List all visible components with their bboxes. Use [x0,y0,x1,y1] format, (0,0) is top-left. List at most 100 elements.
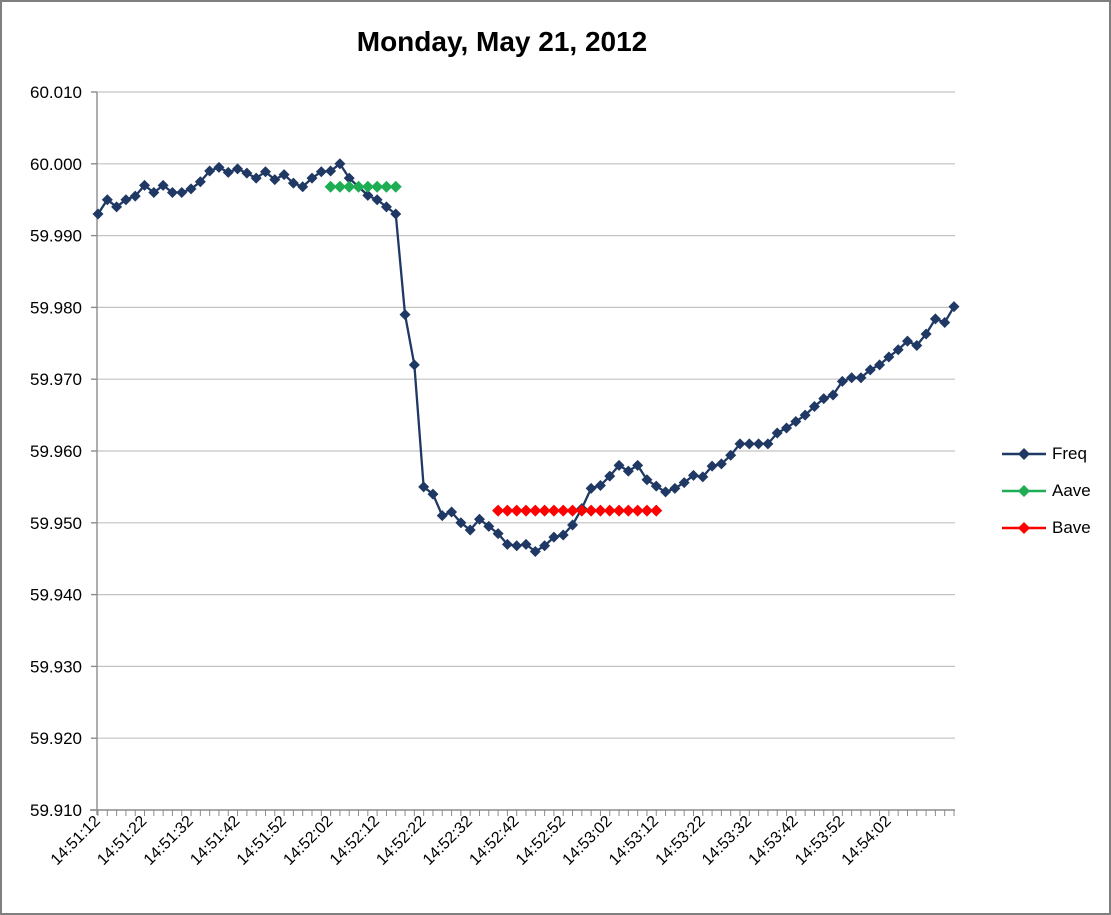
axes-group [90,91,955,816]
x-tick-label: 14:52:12 [327,813,383,869]
x-tick-label: 14:53:32 [699,813,755,869]
legend-label: Freq [1052,443,1087,463]
x-tick-labels: 14:51:1214:51:2214:51:3214:51:4214:51:52… [48,813,895,869]
y-tick-label: 60.010 [30,83,82,102]
data-point-diamond-icon [269,174,281,186]
x-tick-label: 14:52:52 [513,813,569,869]
legend-label: Bave [1052,517,1091,537]
data-point-diamond-icon [538,504,551,517]
data-point-diamond-icon [343,172,355,184]
data-point-diamond-icon [315,166,327,178]
data-point-diamond-icon [771,427,783,439]
y-tick-label: 59.990 [30,227,82,246]
data-point-diamond-icon [194,176,206,188]
legend-item-freq: Freq [1002,442,1091,465]
y-tick-labels: 60.010 60.000 59.990 59.980 59.970 59.960 59.9… [30,83,82,820]
data-point-diamond-icon [948,301,960,313]
data-point-diamond-icon [799,409,811,421]
data-point-diamond-icon [166,187,178,199]
data-point-diamond-icon [371,180,384,193]
data-point-diamond-icon [204,165,216,177]
data-point-diamond-icon [371,194,383,206]
data-point-diamond-icon [613,459,625,471]
data-point-diamond-icon [585,504,598,517]
data-point-diamond-icon [631,504,644,517]
data-point-diamond-icon [781,422,793,434]
data-point-diamond-icon [604,470,616,482]
data-point-diamond-icon [92,208,104,220]
data-point-diamond-icon [241,167,253,179]
data-point-diamond-icon [725,449,737,461]
data-point-diamond-icon [361,180,374,193]
data-point-diamond-icon [883,351,895,363]
data-point-diamond-icon [846,372,858,384]
data-point-diamond-icon [389,180,402,193]
gridlines-group [97,91,955,739]
data-point-diamond-icon [380,180,393,193]
data-point-diamond-icon [232,163,244,175]
y-tick-label: 59.910 [30,801,82,820]
series-bave [492,504,663,517]
chart-title: Monday, May 21, 2012 [356,26,648,57]
data-point-diamond-icon [511,540,523,552]
data-point-diamond-icon [473,513,485,525]
data-point-diamond-icon [632,459,644,471]
data-point-diamond-icon [501,538,513,550]
data-point-diamond-icon [585,482,597,494]
data-point-diamond-icon [390,208,402,220]
y-tick-label: 59.930 [30,657,82,676]
data-point-diamond-icon [129,190,141,202]
data-point-diamond-icon [594,504,607,517]
legend-marker-icon [1002,447,1046,460]
data-point-diamond-icon [650,480,662,492]
data-point-diamond-icon [622,504,635,517]
data-point-diamond-icon [436,510,448,522]
data-point-diamond-icon [464,524,476,536]
data-point-diamond-icon [334,158,346,170]
data-point-diamond-icon [120,194,132,206]
data-point-diamond-icon [697,471,709,483]
data-point-diamond-icon [446,506,458,518]
data-point-diamond-icon [874,359,886,371]
data-point-diamond-icon [306,172,318,184]
data-point-diamond-icon [641,474,653,486]
data-point-diamond-icon [352,180,365,193]
data-point-diamond-icon [669,482,681,494]
data-point-diamond-icon [250,172,262,184]
data-point-diamond-icon [818,393,830,405]
data-point-diamond-icon [139,179,151,191]
data-point-diamond-icon [492,528,504,540]
series-freq [92,158,960,558]
data-point-diamond-icon [492,504,505,517]
data-point-diamond-icon [603,504,616,517]
data-point-diamond-icon [529,504,542,517]
series-aave [324,180,402,193]
data-point-diamond-icon [101,194,113,206]
data-point-diamond-icon [939,316,951,328]
x-tick-label: 14:52:32 [420,813,476,869]
data-point-diamond-icon [287,177,299,189]
x-tick-label: 14:53:12 [606,813,662,869]
x-tick-label: 14:53:42 [746,813,802,869]
data-point-diamond-icon [408,359,420,371]
data-point-diamond-icon [278,169,290,181]
data-point-diamond-icon [753,438,765,450]
data-point-diamond-icon [148,187,160,199]
data-point-diamond-icon [808,400,820,412]
data-point-diamond-icon [324,180,337,193]
data-point-diamond-icon [855,372,867,384]
data-point-diamond-icon [297,181,309,193]
data-point-diamond-icon [734,438,746,450]
data-point-diamond-icon [529,546,541,558]
data-point-diamond-icon [660,486,672,498]
y-tick-label: 59.970 [30,370,82,389]
data-point-diamond-icon [567,519,579,531]
data-point-diamond-icon [640,504,653,517]
y-tick-label: 59.940 [30,586,82,605]
data-point-diamond-icon [520,504,532,517]
data-point-diamond-icon [911,339,923,351]
x-tick-label: 14:53:22 [653,813,709,869]
data-point-diamond-icon [362,189,374,201]
data-point-diamond-icon [547,504,560,517]
data-point-diamond-icon [483,520,495,532]
